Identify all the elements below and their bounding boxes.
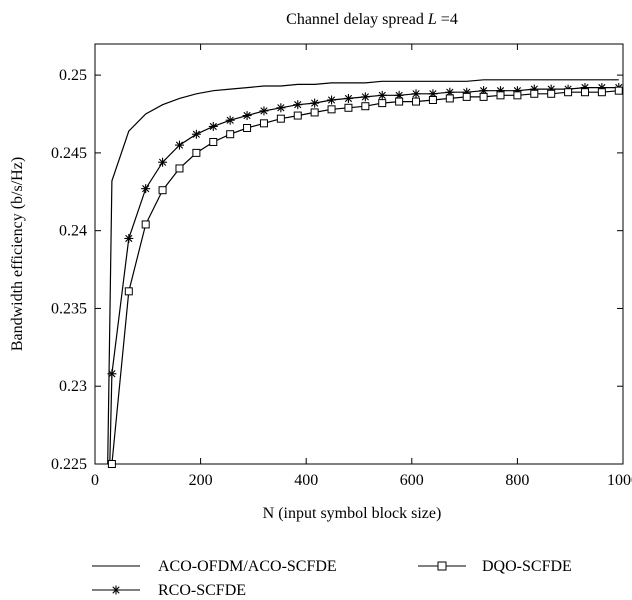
data-point-dqo: [124, 287, 133, 296]
legend: ACO-OFDM/ACO-SCFDE DQO-SCFDE RCO-SCFDE: [92, 558, 572, 599]
data-point-rco: [225, 115, 235, 125]
data-point-rco: [191, 129, 201, 139]
data-point-dqo: [107, 460, 116, 468]
data-point-dqo: [496, 91, 505, 100]
y-tick-label: 0.225: [51, 456, 87, 473]
data-point-rco: [293, 100, 303, 110]
x-tick-label: 0: [91, 472, 99, 489]
chart-title-suffix: =4: [437, 11, 458, 28]
data-point-dqo: [479, 92, 488, 101]
data-point-dqo: [209, 138, 218, 146]
data-point-rco: [158, 157, 168, 167]
plot-area: [94, 43, 624, 465]
data-point-dqo: [276, 114, 285, 123]
data-point-rco: [259, 106, 269, 116]
chart-title: Channel delay spread L =4: [286, 11, 458, 28]
series-line-rco: [109, 86, 619, 465]
y-tick-label: 0.235: [51, 300, 87, 317]
data-point-rco: [360, 92, 370, 102]
data-point-dqo: [580, 88, 589, 97]
legend-label-aco: ACO-OFDM/ACO-SCFDE: [158, 558, 337, 575]
x-axis-title: N (input symbol block size): [263, 505, 442, 522]
data-point-dqo: [259, 119, 268, 128]
data-point-dqo: [530, 89, 539, 98]
x-tick-label: 800: [505, 472, 529, 489]
data-point-rco: [242, 111, 252, 121]
legend-label-dqo: DQO-SCFDE: [482, 558, 572, 575]
series-layer: [107, 79, 624, 468]
x-tick-label: 200: [189, 472, 213, 489]
data-point-dqo: [327, 105, 336, 114]
y-tick-label: 0.25: [59, 67, 87, 84]
data-point-rco: [141, 184, 151, 194]
data-point-rco: [411, 89, 421, 99]
series-aco: [107, 79, 619, 465]
data-point-dqo: [412, 97, 421, 106]
data-point-dqo: [547, 89, 556, 98]
legend-item-rco: RCO-SCFDE: [92, 582, 246, 599]
data-point-dqo: [243, 124, 252, 132]
data-point-dqo: [141, 220, 150, 229]
chart-title-var: L: [427, 11, 437, 28]
data-point-rco: [107, 369, 117, 379]
legend-marker-dqo: [437, 561, 447, 571]
chart-title-prefix: Channel delay spread: [286, 11, 428, 28]
data-point-dqo: [361, 102, 370, 111]
legend-label-rco: RCO-SCFDE: [158, 582, 246, 599]
series-rco: [107, 83, 624, 465]
legend-item-dqo: DQO-SCFDE: [418, 558, 572, 575]
x-tick-label: 400: [294, 472, 318, 489]
data-point-dqo: [378, 99, 387, 108]
data-point-dqo: [158, 186, 167, 195]
data-point-dqo: [175, 164, 184, 173]
data-point-dqo: [192, 148, 201, 157]
y-axis-title: Bandwidth efficiency (b/s/Hz): [9, 157, 26, 351]
data-point-dqo: [344, 103, 353, 112]
data-point-dqo: [310, 108, 319, 117]
legend-item-aco: ACO-OFDM/ACO-SCFDE: [92, 558, 337, 575]
data-point-dqo: [597, 88, 606, 97]
data-point-dqo: [614, 86, 623, 95]
data-point-rco: [174, 140, 184, 150]
data-point-rco: [310, 98, 320, 108]
data-point-dqo: [226, 130, 235, 139]
data-point-rco: [343, 93, 353, 103]
y-axis: 0.225 0.23 0.235 0.24 0.245 0.25: [51, 67, 623, 473]
data-point-rco: [377, 90, 387, 100]
legend-marker-rco: [111, 585, 121, 595]
y-tick-label: 0.245: [51, 145, 87, 162]
legend-star-glyph: [111, 585, 121, 595]
x-tick-label: 600: [400, 472, 424, 489]
data-point-dqo: [462, 92, 471, 101]
series-line-aco: [107, 79, 619, 465]
data-point-rco: [327, 95, 337, 105]
series-line-dqo: [111, 90, 619, 465]
data-point-dqo: [513, 91, 522, 100]
data-point-rco: [208, 121, 218, 131]
data-point-dqo: [395, 97, 404, 106]
data-point-dqo: [445, 94, 454, 103]
data-point-dqo: [293, 111, 302, 120]
data-point-rco: [124, 233, 134, 243]
data-point-dqo: [564, 88, 573, 97]
y-tick-label: 0.23: [59, 378, 87, 395]
series-dqo: [107, 86, 623, 468]
y-tick-label: 0.24: [59, 223, 87, 240]
data-point-dqo: [428, 96, 437, 104]
data-point-rco: [276, 103, 286, 113]
